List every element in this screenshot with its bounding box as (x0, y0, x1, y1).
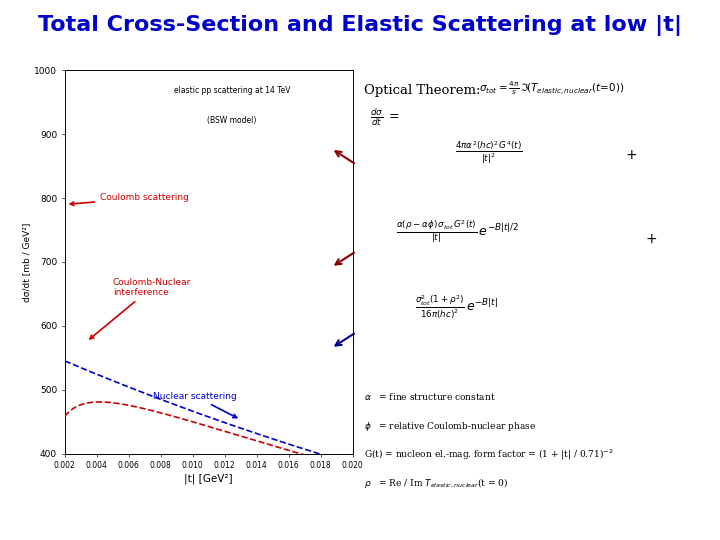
Text: $\frac{\alpha(\rho-\alpha\phi)\,\sigma_{tot}\,G^{2}(t)}{|t|}\,e^{-B|t|/2}$: $\frac{\alpha(\rho-\alpha\phi)\,\sigma_{… (396, 218, 519, 245)
Text: G(t) = nucleon el.-mag. form factor = (1 + |t| / 0.71)$^{-2}$: G(t) = nucleon el.-mag. form factor = (1… (364, 448, 613, 462)
Text: Nuclear scattering: Nuclear scattering (153, 392, 237, 417)
Text: $\alpha$   = fine structure constant: $\alpha$ = fine structure constant (364, 392, 495, 402)
Text: $\rho$   = Re / Im $T_{elastic,nuclear}$(t = 0): $\rho$ = Re / Im $T_{elastic,nuclear}$(t… (364, 476, 508, 490)
Text: Optical Theorem:: Optical Theorem: (364, 84, 480, 97)
Text: Mario Deile  –       7: Mario Deile – 7 (570, 522, 708, 532)
Text: elastic pp scattering at 14 TeV: elastic pp scattering at 14 TeV (174, 85, 290, 94)
X-axis label: |t| [GeV²]: |t| [GeV²] (184, 473, 233, 483)
Text: $\sigma_{tot} = \frac{4\pi}{s}\,\Im\!\left(T_{elastic,nuclear}(t\!=\!0)\right)$: $\sigma_{tot} = \frac{4\pi}{s}\,\Im\!\le… (479, 80, 624, 97)
Text: $\frac{d\sigma}{dt}\;=$: $\frac{d\sigma}{dt}\;=$ (369, 106, 399, 127)
Text: (BSW model): (BSW model) (207, 116, 256, 125)
Text: $+$: $+$ (625, 148, 637, 162)
Text: $+$: $+$ (644, 232, 657, 246)
Text: $\frac{\sigma_{tot}^{2}(1+\rho^{2})}{16\pi(hc)^{2}}\,e^{-B|t|}$: $\frac{\sigma_{tot}^{2}(1+\rho^{2})}{16\… (415, 294, 498, 321)
Text: Coulomb scattering: Coulomb scattering (71, 193, 189, 206)
Y-axis label: dσ/dt [mb / GeV²]: dσ/dt [mb / GeV²] (22, 222, 32, 301)
Text: $\phi$   = relative Coulomb-nuclear phase: $\phi$ = relative Coulomb-nuclear phase (364, 420, 536, 433)
Text: Total Cross-Section and Elastic Scattering at low |t|: Total Cross-Section and Elastic Scatteri… (38, 15, 682, 36)
Text: Coulomb-Nuclear
interference: Coulomb-Nuclear interference (90, 278, 192, 339)
Text: $\frac{4\pi\alpha^{2}(hc)^{2}\,G^{4}(t)}{|t|^{2}}$: $\frac{4\pi\alpha^{2}(hc)^{2}\,G^{4}(t)}… (455, 139, 523, 165)
